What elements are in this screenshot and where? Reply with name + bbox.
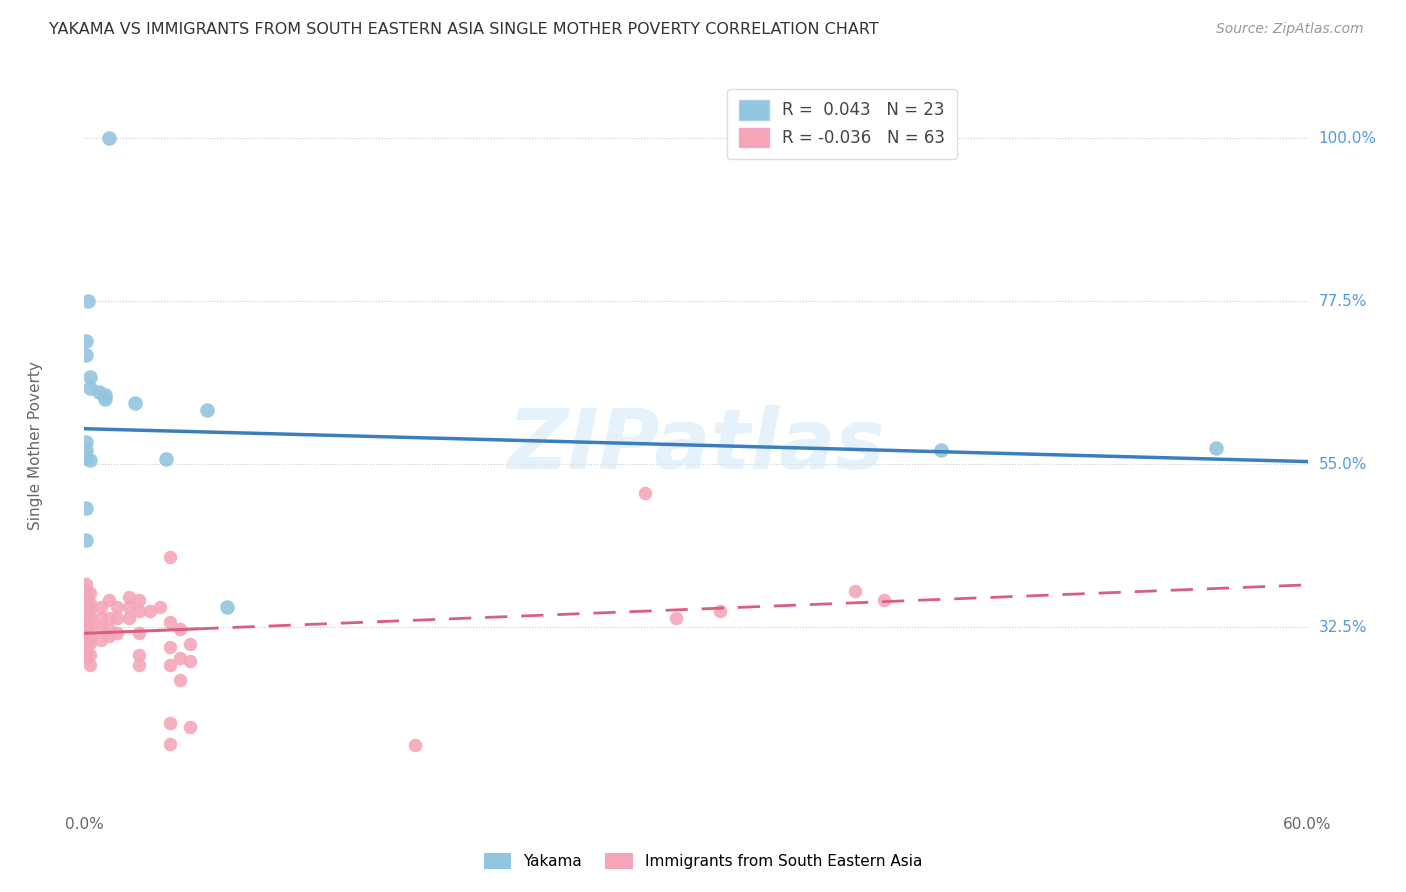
Point bbox=[75, 651, 97, 665]
Point bbox=[128, 593, 150, 607]
Point bbox=[709, 604, 731, 618]
Point bbox=[75, 614, 97, 628]
Point bbox=[1205, 441, 1227, 455]
Text: 100.0%: 100.0% bbox=[1319, 131, 1376, 145]
Point bbox=[149, 600, 172, 615]
Text: 77.5%: 77.5% bbox=[1319, 293, 1367, 309]
Point bbox=[97, 593, 120, 607]
Point bbox=[75, 593, 97, 607]
Point bbox=[75, 442, 97, 457]
Point bbox=[79, 586, 101, 600]
Point bbox=[79, 618, 101, 632]
Point bbox=[105, 611, 128, 625]
Point bbox=[195, 402, 218, 417]
Text: Single Mother Poverty: Single Mother Poverty bbox=[28, 361, 44, 531]
Point bbox=[90, 610, 112, 624]
Point bbox=[118, 600, 141, 615]
Point bbox=[75, 643, 97, 657]
Point bbox=[97, 630, 120, 644]
Point bbox=[79, 596, 101, 610]
Text: 55.0%: 55.0% bbox=[1319, 457, 1367, 472]
Point bbox=[75, 500, 97, 515]
Point bbox=[128, 604, 150, 618]
Point bbox=[75, 622, 97, 636]
Point bbox=[79, 370, 101, 384]
Point bbox=[79, 629, 101, 643]
Point bbox=[75, 533, 97, 548]
Point bbox=[75, 451, 97, 466]
Legend: R =  0.043   N = 23, R = -0.036   N = 63: R = 0.043 N = 23, R = -0.036 N = 63 bbox=[727, 88, 956, 159]
Point bbox=[75, 591, 97, 605]
Point bbox=[75, 606, 97, 620]
Point bbox=[159, 658, 181, 673]
Text: 32.5%: 32.5% bbox=[1319, 620, 1367, 634]
Text: YAKAMA VS IMMIGRANTS FROM SOUTH EASTERN ASIA SINGLE MOTHER POVERTY CORRELATION C: YAKAMA VS IMMIGRANTS FROM SOUTH EASTERN … bbox=[49, 22, 879, 37]
Point bbox=[169, 651, 191, 665]
Point bbox=[118, 590, 141, 604]
Text: ZIPatlas: ZIPatlas bbox=[508, 406, 884, 486]
Point bbox=[75, 583, 97, 598]
Point bbox=[179, 720, 201, 734]
Point bbox=[138, 604, 160, 618]
Text: Source: ZipAtlas.com: Source: ZipAtlas.com bbox=[1216, 22, 1364, 37]
Point bbox=[75, 334, 97, 348]
Point bbox=[93, 392, 115, 406]
Point bbox=[128, 658, 150, 673]
Point bbox=[75, 600, 97, 615]
Point bbox=[217, 600, 239, 615]
Point bbox=[75, 435, 97, 450]
Point bbox=[75, 648, 97, 662]
Point bbox=[159, 715, 181, 730]
Point bbox=[159, 640, 181, 655]
Point bbox=[79, 381, 101, 395]
Point bbox=[128, 625, 150, 640]
Point bbox=[75, 625, 97, 640]
Point bbox=[179, 637, 201, 651]
Point bbox=[75, 630, 97, 644]
Point bbox=[90, 599, 112, 614]
Point bbox=[128, 648, 150, 662]
Point bbox=[79, 453, 101, 467]
Point bbox=[79, 610, 101, 624]
Point bbox=[77, 294, 100, 309]
Point bbox=[159, 737, 181, 751]
Legend: Yakama, Immigrants from South Eastern Asia: Yakama, Immigrants from South Eastern As… bbox=[478, 847, 928, 875]
Point bbox=[75, 576, 97, 591]
Point bbox=[97, 622, 120, 636]
Point bbox=[105, 600, 128, 615]
Point bbox=[75, 609, 97, 624]
Point bbox=[118, 611, 141, 625]
Point bbox=[155, 452, 177, 467]
Point bbox=[665, 610, 688, 624]
Point bbox=[90, 622, 112, 636]
Point bbox=[79, 636, 101, 650]
Point bbox=[97, 131, 120, 145]
Point bbox=[75, 632, 97, 647]
Point bbox=[75, 638, 97, 652]
Point bbox=[169, 622, 191, 636]
Point bbox=[169, 673, 191, 687]
Point bbox=[93, 388, 115, 402]
Point bbox=[75, 618, 97, 632]
Point bbox=[105, 625, 128, 640]
Point bbox=[79, 648, 101, 662]
Point bbox=[159, 615, 181, 629]
Point bbox=[872, 593, 894, 607]
Point bbox=[159, 549, 181, 564]
Point bbox=[79, 658, 101, 673]
Point bbox=[97, 611, 120, 625]
Point bbox=[179, 654, 201, 668]
Point bbox=[929, 442, 952, 457]
Point bbox=[844, 583, 866, 598]
Point bbox=[124, 395, 146, 409]
Point bbox=[75, 349, 97, 363]
Point bbox=[90, 633, 112, 648]
Point bbox=[634, 486, 657, 500]
Point bbox=[404, 738, 426, 752]
Point bbox=[75, 600, 97, 615]
Point bbox=[87, 384, 110, 399]
Point bbox=[79, 603, 101, 617]
